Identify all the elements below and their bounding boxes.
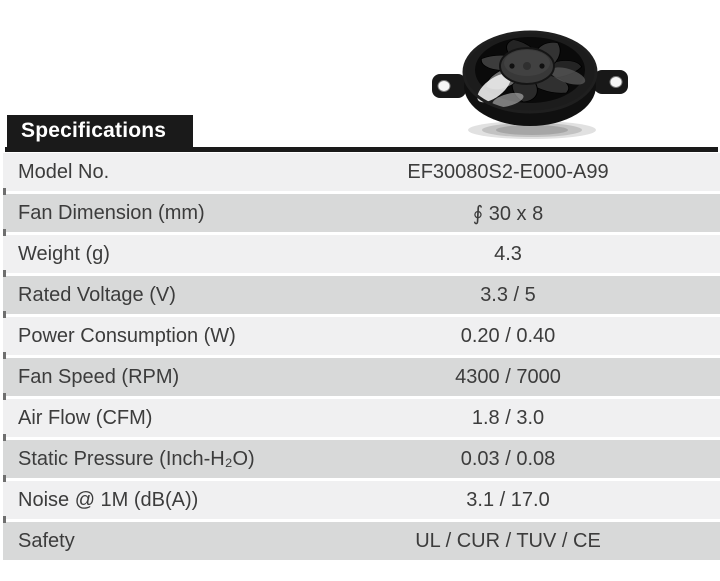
section-title: Specifications xyxy=(21,119,167,142)
fan-photo xyxy=(430,24,630,154)
fan-highlights xyxy=(477,67,586,108)
left-edge-tick xyxy=(3,393,6,400)
table-row: Air Flow (CFM) 1.8 / 3.0 xyxy=(3,399,720,437)
table-row: Safety UL / CUR / TUV / CE xyxy=(3,522,720,560)
row-value: 1.8 / 3.0 xyxy=(471,406,545,429)
row-label: Fan Speed (RPM) xyxy=(18,365,180,388)
row-value: 4.3 xyxy=(494,242,522,265)
table-row: Power Consumption (W) 0.20 / 0.40 xyxy=(3,317,720,355)
table-row: Rated Voltage (V) 3.3 / 5 xyxy=(3,276,720,314)
left-edge-tick xyxy=(3,352,6,359)
left-edge-tick xyxy=(3,188,6,195)
row-label: Power Consumption (W) xyxy=(18,324,236,347)
row-label: Model No. xyxy=(18,160,110,183)
spec-table: Model No. EF30080S2-E000-A99 Fan Dimensi… xyxy=(3,153,720,563)
left-edge-tick xyxy=(3,475,6,482)
table-row: Weight (g) 4.3 xyxy=(3,235,720,273)
row-label: Rated Voltage (V) xyxy=(18,283,176,306)
section-header-specifications: Specifications xyxy=(7,115,193,149)
row-value: 3.1 / 17.0 xyxy=(466,488,550,511)
row-value: ∮ 30 x 8 xyxy=(472,202,544,225)
row-label: Fan Dimension (mm) xyxy=(18,201,205,224)
fan-hub xyxy=(499,47,555,85)
left-edge-tick xyxy=(3,516,6,523)
row-label: Noise @ 1M (dB(A)) xyxy=(18,488,199,511)
left-edge-tick xyxy=(3,434,6,441)
table-row: Model No. EF30080S2-E000-A99 xyxy=(3,153,720,191)
fan-image-svg xyxy=(432,30,628,139)
row-label: Static Pressure (Inch-H₂O) xyxy=(18,447,255,470)
table-row: Fan Speed (RPM) 4300 / 7000 xyxy=(3,358,720,396)
row-value: 0.20 / 0.40 xyxy=(460,324,556,347)
row-value: 0.03 / 0.08 xyxy=(460,447,556,470)
left-edge-tick xyxy=(3,229,6,236)
row-value: EF30080S2-E000-A99 xyxy=(407,160,609,183)
row-value: UL / CUR / TUV / CE xyxy=(415,529,601,552)
table-row: Fan Dimension (mm) ∮ 30 x 8 xyxy=(3,194,720,232)
fan-shadow xyxy=(468,121,596,139)
left-edge-tick xyxy=(3,270,6,277)
row-label: Air Flow (CFM) xyxy=(18,406,153,429)
left-edge-tick xyxy=(3,311,6,318)
table-row: Static Pressure (Inch-H₂O) 0.03 / 0.08 xyxy=(3,440,720,478)
header-rule xyxy=(5,147,718,152)
row-value: 3.3 / 5 xyxy=(480,283,536,306)
row-value: 4300 / 7000 xyxy=(455,365,561,388)
fan-mounting-ears xyxy=(432,70,628,98)
row-label: Weight (g) xyxy=(18,242,110,265)
table-row: Noise @ 1M (dB(A)) 3.1 / 17.0 xyxy=(3,481,720,519)
row-label: Safety xyxy=(18,529,75,552)
